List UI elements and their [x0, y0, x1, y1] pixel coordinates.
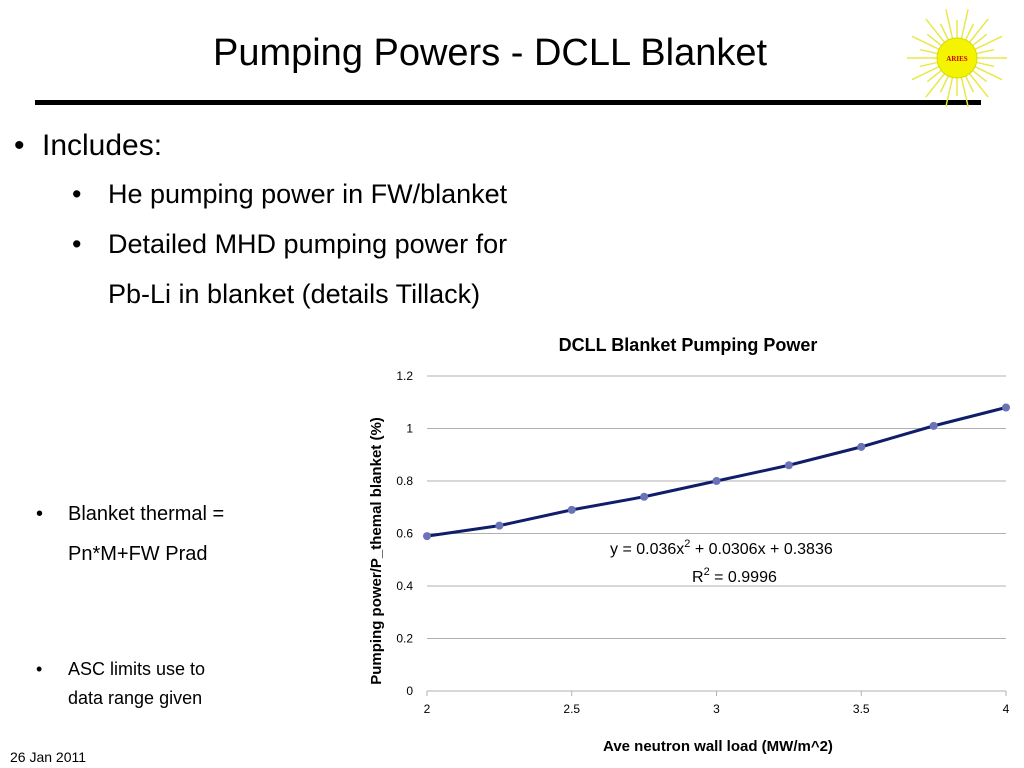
y-tick-label: 1: [406, 422, 413, 436]
data-point: [495, 521, 504, 530]
x-tick-label: 3: [713, 702, 720, 716]
bullet-marker: •: [36, 659, 43, 679]
sun-ray: [976, 61, 995, 68]
y-tick-label: 0.4: [396, 579, 413, 593]
sub-bullet-mhd-cont: Pb-Li in blanket (details Tillack): [108, 279, 481, 309]
bullet-includes: • Includes:: [14, 126, 162, 166]
sun-ray: [919, 48, 938, 55]
side-note-blanket: • Blanket thermal =: [36, 499, 224, 529]
sun-ray: [911, 35, 940, 50]
sun-ray: [945, 9, 954, 39]
data-point: [1002, 403, 1010, 412]
sun-ray: [968, 73, 989, 98]
chart-title: DCLL Blanket Pumping Power: [559, 335, 818, 355]
sun-logo-icon: ARIES: [907, 9, 1007, 107]
sun-ray: [965, 23, 975, 41]
bullet-marker: •: [72, 229, 82, 259]
sub-bullet-mhd: • Detailed MHD pumping power for: [72, 226, 507, 262]
side-note-asc-text: ASC limits use to: [68, 659, 206, 679]
y-axis-label: Pumping power/P_themal blanket (%): [368, 417, 385, 685]
bullet-marker: •: [72, 179, 82, 209]
sun-ray: [919, 61, 938, 68]
data-point: [712, 477, 721, 485]
sun-ray: [960, 77, 969, 107]
sub-bullet-he-text: He pumping power in FW/blanket: [108, 179, 508, 209]
title-divider: [35, 100, 981, 105]
r2-value: = 0.9996: [710, 569, 777, 586]
sun-ray: [965, 75, 975, 93]
r-squared-label: R2 = 0.9996: [692, 566, 777, 586]
sun-ray: [939, 75, 949, 93]
sun-ray: [911, 66, 940, 81]
x-axis-label: Ave neutron wall load (MW/m^2): [603, 738, 833, 755]
sun-ray: [972, 69, 988, 83]
y-tick-label: 0.8: [396, 474, 413, 488]
sun-ray: [960, 9, 969, 39]
x-tick-label: 4: [1003, 702, 1010, 716]
r2-prefix: R: [692, 569, 704, 586]
y-tick-label: 0.2: [396, 632, 413, 646]
equation-rest: + 0.0306x + 0.3836: [690, 541, 832, 558]
aries-logo: ARIES: [905, 6, 1009, 110]
data-point: [567, 505, 576, 514]
pumping-power-chart: DCLL Blanket Pumping Power 0 0.2 0.4 0.6 0.8…: [355, 325, 1024, 768]
sub-bullet-he: • He pumping power in FW/blanket: [72, 176, 507, 212]
sun-ray: [926, 69, 942, 83]
y-tick-label: 0: [406, 684, 413, 698]
bullet-includes-text: Includes:: [42, 129, 163, 162]
y-tick-label: 1.2: [396, 369, 413, 383]
data-point: [857, 442, 866, 451]
data-point: [929, 421, 938, 430]
equation-prefix: y = 0.036x: [610, 541, 684, 558]
y-tick-label: 0.6: [396, 527, 413, 541]
data-point: [784, 461, 793, 470]
x-tick-label: 3.5: [853, 702, 870, 716]
data-point: [640, 492, 649, 501]
x-tick-label: 2: [424, 702, 431, 716]
footer-date: 26 Jan 2011: [10, 749, 87, 765]
side-note-blanket-cont: Pn*M+FW Prad: [68, 543, 208, 565]
side-note-asc: • ASC limits use to: [36, 656, 205, 682]
bullet-marker: •: [14, 129, 25, 162]
chart-svg: DCLL Blanket Pumping Power 0 0.2 0.4 0.6 0.8…: [368, 335, 1010, 755]
trendline-equation: y = 0.036x2 + 0.0306x + 0.3836: [610, 538, 833, 558]
bullet-marker: •: [36, 503, 44, 525]
sun-ray: [972, 33, 988, 47]
sun-ray: [974, 66, 1003, 81]
side-note-blanket-text: Blanket thermal =: [68, 503, 225, 525]
sun-ray: [926, 33, 942, 47]
sun-ray: [968, 18, 989, 43]
data-point: [423, 532, 431, 541]
sun-ray: [925, 73, 946, 98]
sun-ray: [939, 23, 949, 41]
sun-ray: [945, 77, 954, 107]
side-note-asc-cont: data range given: [68, 688, 203, 708]
logo-text: ARIES: [946, 55, 968, 63]
series-line: [426, 406, 1007, 538]
sub-bullet-mhd-text: Detailed MHD pumping power for: [108, 229, 508, 259]
sun-ray: [976, 48, 995, 55]
x-tick-label: 2.5: [563, 702, 580, 716]
r2-superscript: 2: [704, 566, 710, 578]
sun-ray: [974, 35, 1003, 50]
sun-ray: [925, 18, 946, 43]
equation-superscript: 2: [684, 538, 690, 550]
slide-title: Pumping Powers - DCLL Blanket: [212, 32, 768, 74]
